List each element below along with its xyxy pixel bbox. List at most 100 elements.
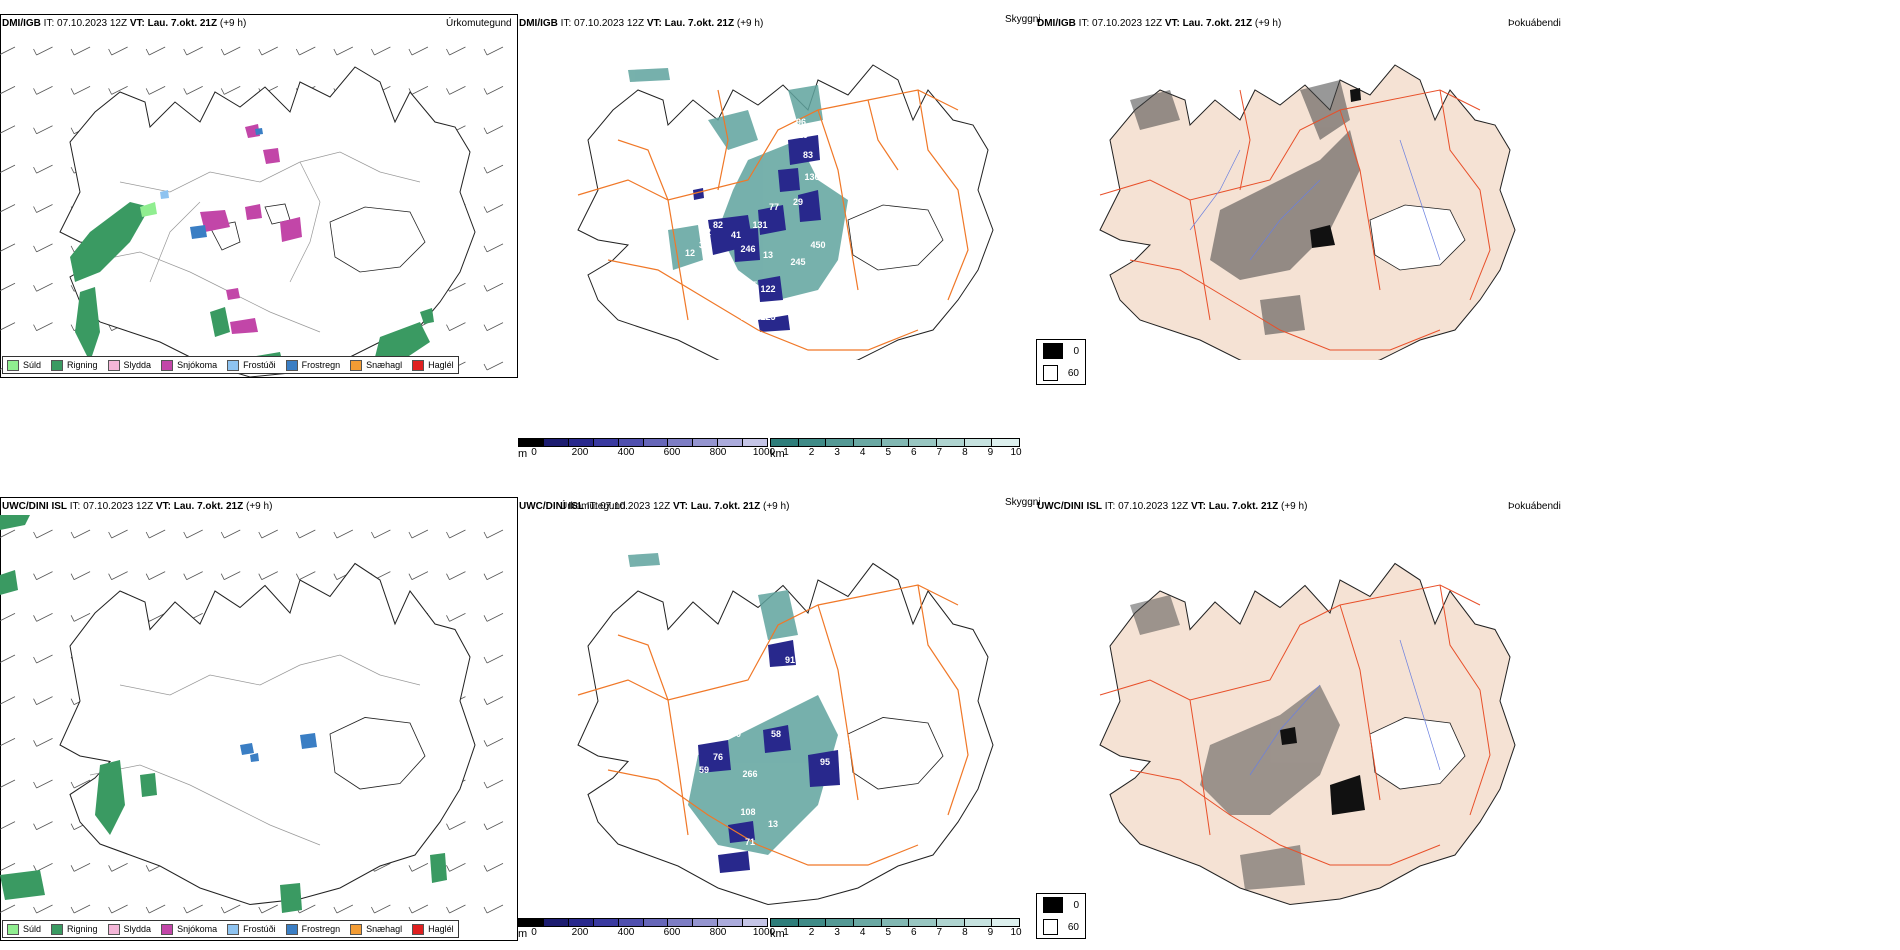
colorbar-tick: 3 (834, 447, 840, 458)
it-label: IT: (69, 501, 81, 512)
wind-barb (295, 529, 316, 539)
wind-barb (446, 46, 466, 56)
wind-barb (145, 904, 166, 914)
model-name: UWC/DINI ISL (2, 501, 67, 512)
precip-map-2 (0, 515, 504, 914)
it-value: 07.10.2023 12Z (1092, 18, 1163, 29)
wind-barb (0, 696, 16, 705)
cloud-title: Skyggni (1005, 497, 1041, 508)
row2-header-cloud: UWC/DINI ISL IT: 07.10.2023 12Z VT: Lau.… (519, 501, 789, 512)
wind-barb (33, 737, 53, 747)
offset: (+9 h) (219, 18, 247, 29)
model-name: UWC/DINI ISL (1037, 501, 1102, 512)
wind-barb (220, 46, 241, 56)
fog-swatch (1043, 343, 1064, 359)
wind-barb (0, 904, 16, 913)
legend-item: Slydda (107, 359, 151, 371)
colorbar-unit: m (518, 448, 528, 460)
colorbar-cell (593, 919, 619, 926)
fog-legend-row: 0 (1037, 894, 1085, 916)
cloud-base-label: 185 (742, 280, 757, 290)
legend-label: Rigning (67, 360, 98, 370)
wind-barb (70, 86, 91, 95)
wind-barb (483, 243, 504, 253)
it-value: 07.10.2023 12Z (574, 18, 645, 29)
colorbar-cell (881, 439, 910, 446)
colorbar-cells (518, 918, 768, 927)
wind-barb (145, 46, 166, 56)
colorbar-tick: 5 (885, 927, 891, 938)
wind-barb (0, 821, 16, 830)
wind-barb (70, 612, 91, 622)
wind-barb (0, 529, 16, 538)
cloud-base-label: 90 (731, 729, 741, 739)
wind-barb (0, 86, 16, 95)
legend-item: Frostúði (227, 359, 276, 371)
cloud-base-label: 122 (760, 284, 775, 294)
wind-barb (70, 904, 91, 914)
legend-label: Súld (23, 924, 42, 934)
wind-barb (70, 529, 91, 539)
cloud-base-label: 82 (683, 182, 693, 192)
it-value: 07.10.2023 12Z (83, 501, 154, 512)
colorbar-tick: 800 (709, 447, 727, 458)
legend-swatch (227, 923, 240, 935)
cloud-base-label: 246 (740, 244, 755, 254)
wind-barb (70, 571, 91, 581)
legend-item: Snjókoma (161, 923, 217, 935)
vt-label: VT: Lau. 7.okt. 21Z (672, 501, 761, 512)
colorbar-cell (618, 919, 644, 926)
wind-barb (33, 654, 53, 664)
cloud-base-label: 136 (804, 172, 819, 182)
colorbar-tick: 600 (663, 927, 681, 938)
wind-barb (108, 862, 128, 872)
visibility-colorbar-1: 1 2 3 4 5 6 7 8 9 10 km (770, 438, 1022, 460)
wind-barb (0, 654, 16, 663)
legend-item: Snæhagl (350, 359, 402, 371)
wind-barb (33, 696, 53, 706)
legend-item: Rigning (51, 923, 98, 935)
model-name: DMI/IGB (1037, 18, 1076, 29)
cloud-title: Skyggni (1005, 14, 1041, 25)
precip-title: Úrkomutegund (446, 18, 512, 29)
wind-barb (0, 164, 16, 174)
colorbar-tick: 200 (571, 447, 589, 458)
wind-barb (483, 821, 504, 831)
precip-map-frame-1 (0, 14, 518, 378)
cloud-base-label: 117 (741, 312, 756, 322)
wind-barb (258, 571, 278, 581)
colorbar-tick: 6 (910, 447, 917, 458)
legend-label: Slydda (123, 924, 152, 934)
wind-barb (483, 696, 504, 706)
fog-title: Þokuábendi (1508, 501, 1561, 512)
fog-legend-2: 0 60 (1036, 893, 1086, 939)
wind-barb (483, 46, 504, 56)
cloud-base-label: 13 (768, 819, 778, 829)
colorbar-tick: 1000 (752, 447, 776, 458)
legend-label: Rigning (67, 924, 98, 934)
row1-header-fog: DMI/IGB IT: 07.10.2023 12Z VT: Lau. 7.ok… (1037, 18, 1281, 29)
cloud-base-label: 266 (742, 769, 757, 779)
fog-swatch (1043, 897, 1064, 913)
colorbar-cell (693, 439, 719, 446)
wind-barb (446, 571, 466, 581)
model-name: DMI/IGB (2, 18, 41, 29)
wind-barb (145, 529, 166, 539)
wind-barb (295, 46, 316, 56)
wind-barb (483, 737, 504, 747)
cloud-base-label: 12 (685, 248, 695, 258)
visibility-colorbar-2: 1 2 3 4 5 6 7 8 9 10 km (770, 918, 1022, 940)
legend-label: Frostregn (301, 360, 341, 370)
legend-swatch (350, 359, 363, 371)
legend-label: Frostregn (301, 924, 341, 934)
colorbar-tick: 10 (1010, 927, 1022, 938)
legend-swatch (107, 359, 120, 371)
legend-label: Snæhagl (366, 924, 403, 934)
fog-value: 60 (1067, 921, 1079, 933)
colorbar-unit: km (770, 928, 785, 940)
cloud-base-label: 20 (745, 300, 755, 310)
wind-barb (33, 322, 53, 331)
precip-legend-1: Súld Rigning Slydda Snjókoma Frostúði Frostre… (2, 356, 459, 374)
cloud-base-label: 34 (699, 240, 709, 250)
legend-item: Súld (7, 359, 41, 371)
